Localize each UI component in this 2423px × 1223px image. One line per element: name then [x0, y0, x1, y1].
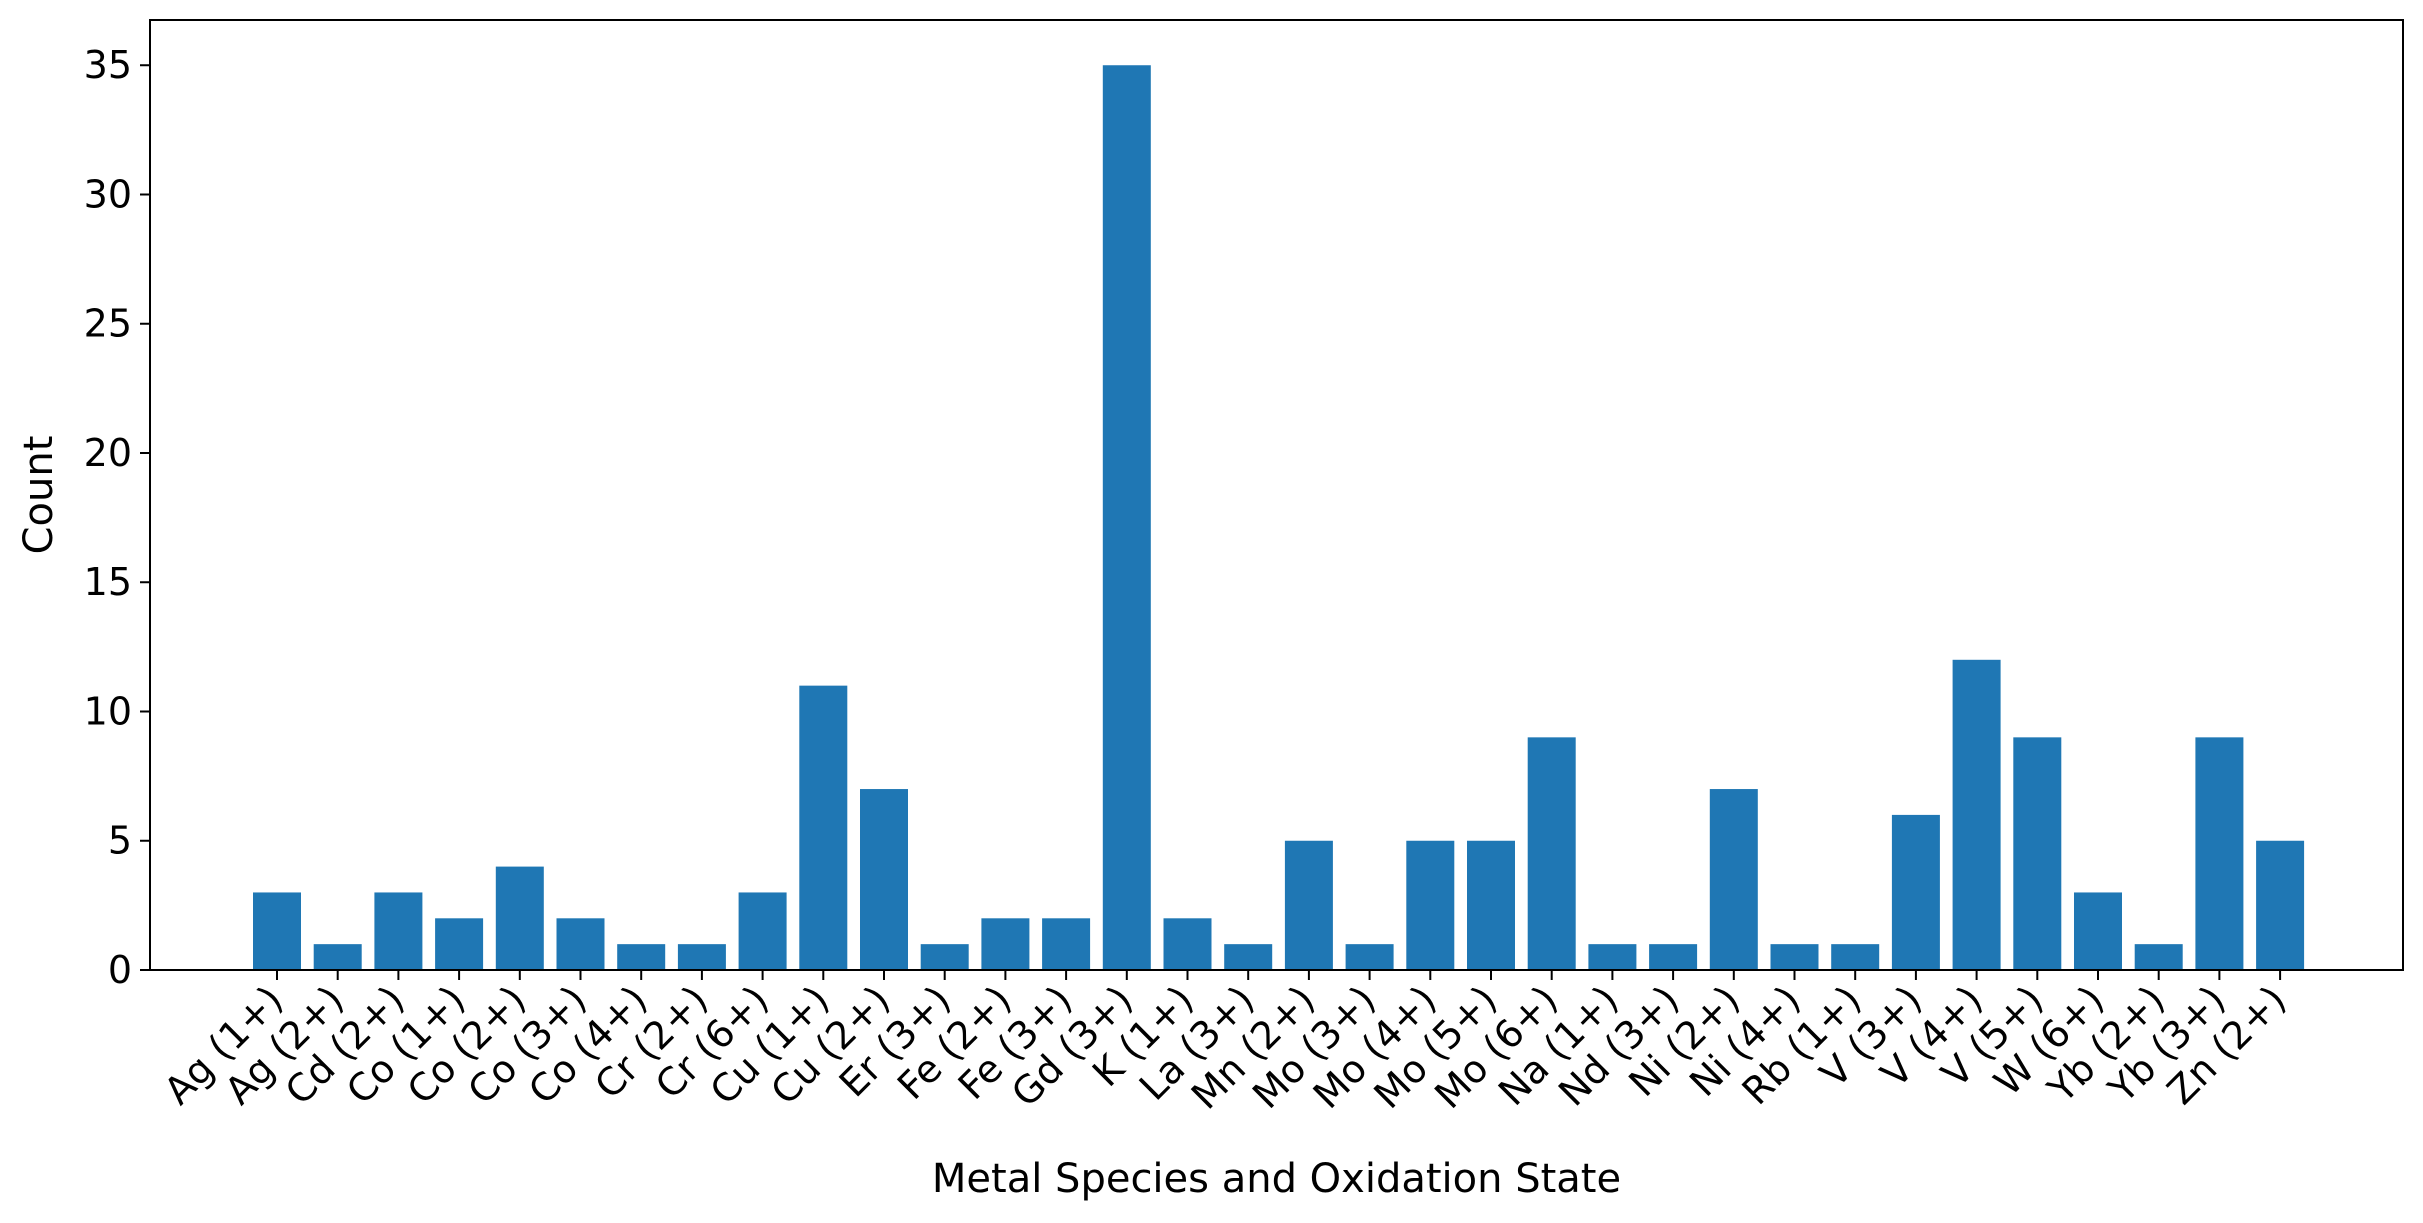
y-tick-label: 30 — [84, 172, 132, 216]
bar — [1224, 944, 1273, 970]
bar — [435, 918, 484, 970]
bar — [1042, 918, 1091, 970]
y-tick-label: 15 — [84, 560, 132, 604]
bar — [617, 944, 666, 970]
bar — [2256, 840, 2305, 970]
bar — [677, 944, 726, 970]
bar — [253, 892, 301, 970]
bar — [1770, 944, 1819, 970]
bar — [495, 866, 544, 970]
y-tick-label: 10 — [84, 689, 132, 733]
bar — [1406, 840, 1455, 970]
bar — [1345, 944, 1394, 970]
bar — [738, 892, 787, 970]
bar — [1102, 65, 1151, 970]
bar — [313, 944, 362, 970]
y-tick-label: 25 — [84, 302, 132, 346]
y-tick-label: 20 — [84, 431, 132, 475]
bar — [1831, 944, 1880, 970]
bar — [1284, 840, 1333, 970]
bar — [1709, 789, 1758, 970]
bar — [374, 892, 423, 970]
bar — [1588, 944, 1637, 970]
bar — [1649, 944, 1698, 970]
bar — [1467, 840, 1515, 970]
y-axis-label: Count — [16, 436, 62, 555]
bars-group — [253, 65, 2305, 970]
bar — [2074, 892, 2122, 970]
bar — [1527, 737, 1576, 970]
y-tick-label: 5 — [108, 819, 132, 863]
bar — [860, 789, 908, 970]
bar — [981, 918, 1030, 970]
bar — [2195, 737, 2244, 970]
plot-frame — [149, 19, 2404, 971]
y-axis-ticks: 0 5 10 15 20 25 30 35 — [84, 43, 150, 992]
bar — [2134, 944, 2183, 970]
x-axis-ticks: Ag (1+)Ag (2+)Cd (2+)Co (1+)Co (2+)Co (3… — [156, 970, 2294, 1118]
bar — [556, 918, 605, 970]
y-tick-label: 0 — [108, 948, 132, 992]
bar — [1891, 814, 1940, 970]
x-axis-label: Metal Species and Oxidation State — [932, 1156, 1621, 1202]
bar — [799, 685, 848, 970]
bar — [2013, 737, 2062, 970]
bar — [1952, 659, 2001, 970]
y-tick-label: 35 — [84, 43, 132, 87]
bar — [920, 944, 969, 970]
bar — [1163, 918, 1212, 970]
